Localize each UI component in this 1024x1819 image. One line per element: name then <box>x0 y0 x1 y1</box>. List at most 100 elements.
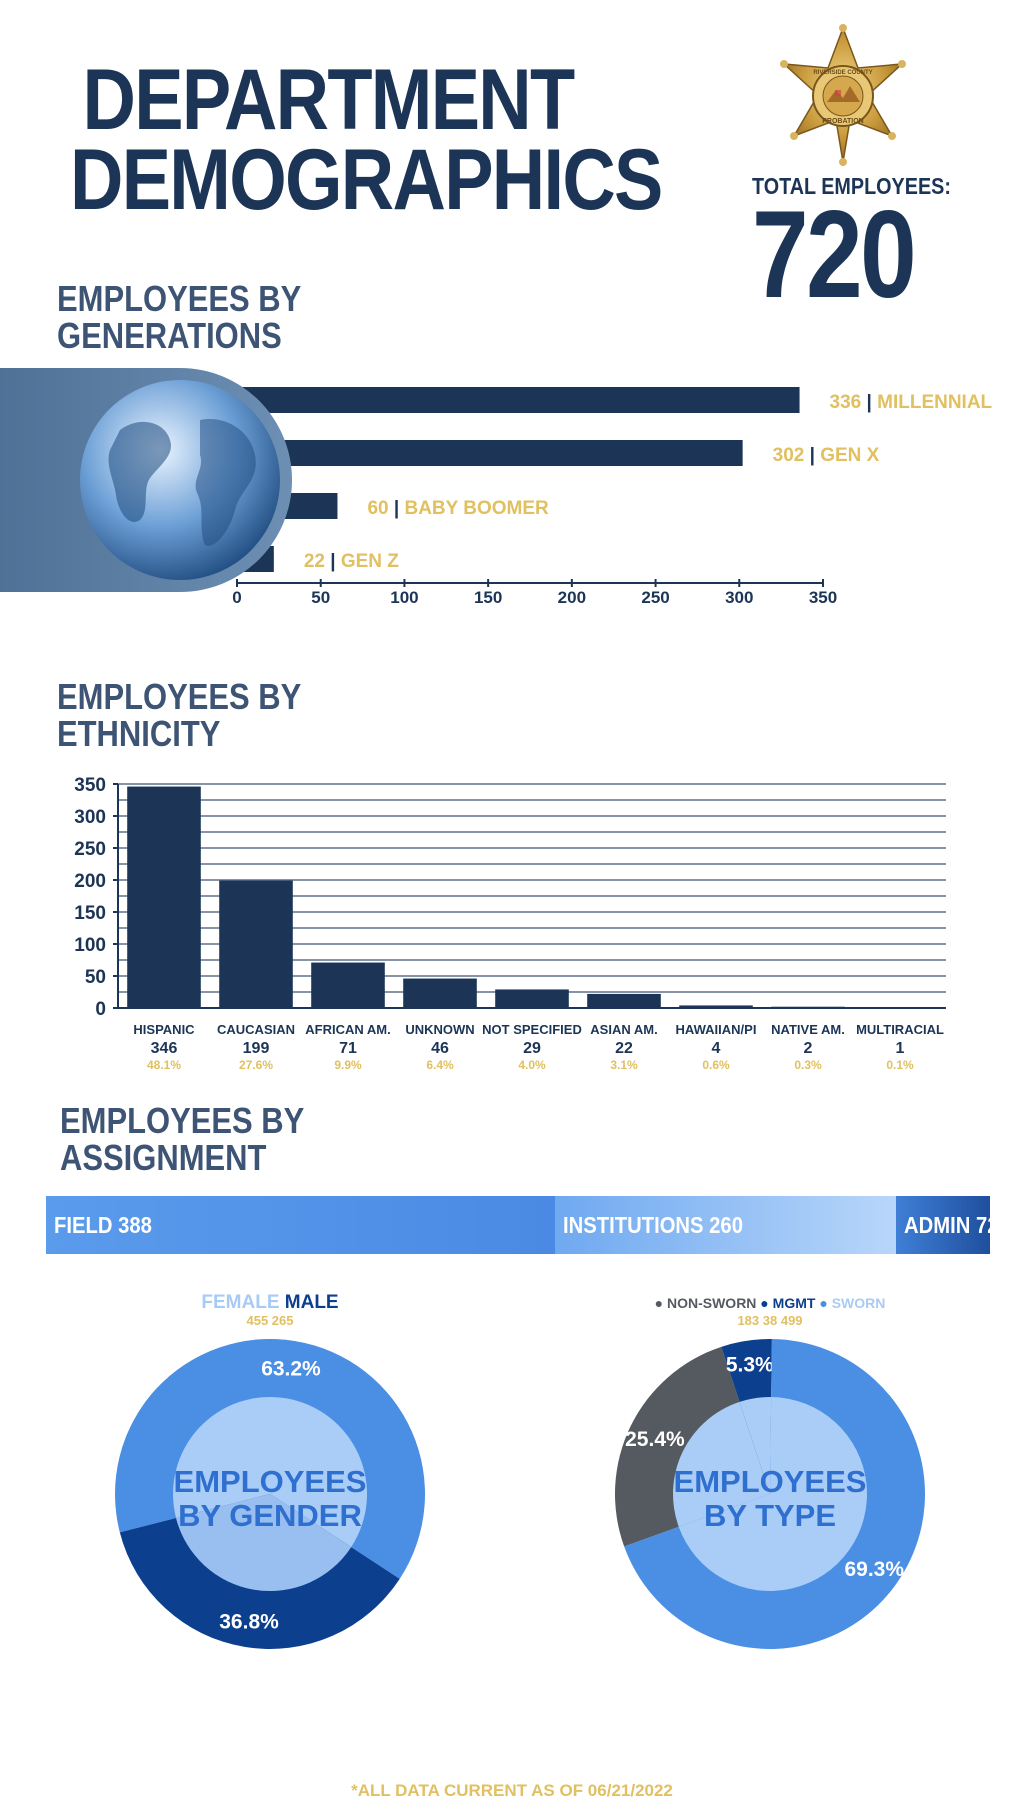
ethnicity-percent-label-7: 0.3% <box>794 1058 822 1072</box>
type-chart-center-line-2: BY TYPE <box>704 1498 836 1533</box>
sheriff-star-badge-icon: RIVERSIDE COUNTY PROBATION <box>780 24 906 166</box>
ethnicity-bar-4 <box>495 989 569 1008</box>
ethnicity-percent-label-8: 0.1% <box>886 1058 914 1072</box>
generation-bar-1 <box>237 440 743 466</box>
type-chart-center-line-1: EMPLOYEES <box>674 1464 867 1499</box>
generations-x-tick-label-4: 200 <box>558 588 586 607</box>
gender-chart-legend-values: 455 265 <box>246 1313 293 1328</box>
ethnicity-bar-8 <box>863 1007 937 1009</box>
total-employees-value: 720 <box>752 186 917 324</box>
generations-x-tick-label-7: 350 <box>809 588 837 607</box>
generation-label-2: 60 | BABY BOOMER <box>367 498 549 519</box>
ethnicity-percent-label-2: 9.9% <box>334 1058 362 1072</box>
ethnicity-category-label-7: NATIVE AM. <box>771 1022 845 1037</box>
ethnicity-category-label-6: HAWAIIAN/PI <box>676 1022 757 1037</box>
ethnicity-value-label-4: 29 <box>523 1040 541 1057</box>
gender-chart-center-line-1: EMPLOYEES <box>174 1464 367 1499</box>
ethnicity-y-tick-label-7: 350 <box>74 775 106 796</box>
ethnicity-category-label-1: CAUCASIAN <box>217 1022 295 1037</box>
generations-title-line-2: GENERATIONS <box>57 315 282 356</box>
ethnicity-value-label-6: 4 <box>712 1040 721 1057</box>
assignment-stacked-bar: FIELD 388 INSTITUTIONS 260 ADMIN 72 <box>46 1196 990 1254</box>
assignment-segment-label: FIELD 388 <box>54 1211 152 1238</box>
badge-text-top: RIVERSIDE COUNTY <box>813 70 872 76</box>
generations-x-tick-label-0: 0 <box>232 588 241 607</box>
type-chart-inner-slice-1 <box>739 1397 772 1494</box>
generation-label-1: 302 | GEN X <box>773 445 880 466</box>
ethnicity-category-label-5: ASIAN AM. <box>590 1022 657 1037</box>
generations-x-tick-label-2: 100 <box>390 588 418 607</box>
footnote: *ALL DATA CURRENT AS OF 06/21/2022 <box>351 1781 673 1800</box>
ethnicity-y-tick-label-1: 50 <box>85 967 106 988</box>
ethnicity-y-tick-label-0: 0 <box>95 999 106 1020</box>
type-chart-inner-slice-2 <box>678 1397 867 1591</box>
ethnicity-bar-6 <box>679 1005 753 1008</box>
assignment-title-line-2: ASSIGNMENT <box>60 1137 267 1178</box>
assignment-segment-field: FIELD 388 <box>46 1196 555 1254</box>
assignment-segment-admin: ADMIN 72 <box>895 1196 990 1254</box>
gender-chart-percent-label-0: 63.2% <box>261 1358 321 1381</box>
ethnicity-bar-1 <box>219 880 293 1008</box>
assignment-title-line-1: EMPLOYEES BY <box>60 1100 305 1141</box>
ethnicity-percent-label-6: 0.6% <box>702 1058 730 1072</box>
generations-bar-chart: 336 | MILLENNIAL 302 | GEN X 60 | BABY BOO… <box>0 368 993 607</box>
globe-continent-americas <box>108 421 171 522</box>
assignment-section-title: EMPLOYEES BY ASSIGNMENT <box>60 1102 304 1176</box>
ethnicity-bar-2 <box>311 962 385 1008</box>
generations-title-line-1: EMPLOYEES BY <box>57 278 302 319</box>
ethnicity-title-line-2: ETHNICITY <box>57 713 221 754</box>
ethnicity-y-tick-label-4: 200 <box>74 871 106 892</box>
type-chart-legend: ● NON-SWORN ● MGMT ● SWORN <box>655 1295 886 1311</box>
generations-x-tick-label-6: 300 <box>725 588 753 607</box>
badge-text-bottom: PROBATION <box>822 118 863 125</box>
assignment-segment-label: ADMIN 72 <box>903 1211 990 1238</box>
ethnicity-value-label-3: 46 <box>431 1040 449 1057</box>
ethnicity-percent-label-0: 48.1% <box>147 1058 181 1072</box>
generations-section-title: EMPLOYEES BY GENERATIONS <box>57 280 301 354</box>
type-chart-legend-values: 183 38 499 <box>737 1313 802 1328</box>
ethnicity-percent-label-4: 4.0% <box>518 1058 546 1072</box>
ethnicity-percent-label-5: 3.1% <box>610 1058 638 1072</box>
ethnicity-bar-3 <box>403 978 477 1008</box>
page-title: DEPARTMENT DEMOGRAPHICS <box>70 52 663 223</box>
ethnicity-y-tick-label-3: 150 <box>74 903 106 924</box>
ethnicity-percent-label-1: 27.6% <box>239 1058 273 1072</box>
ethnicity-value-label-5: 22 <box>615 1040 633 1057</box>
ethnicity-category-label-0: HISPANIC <box>133 1022 195 1037</box>
ethnicity-y-tick-label-6: 300 <box>74 807 106 828</box>
type-chart-inner-slice-0 <box>673 1401 770 1527</box>
ethnicity-value-label-7: 2 <box>804 1040 813 1057</box>
gender-chart-inner-slice-1 <box>176 1494 352 1591</box>
type-chart-percent-label-2: 69.3% <box>844 1558 904 1581</box>
gender-chart-center-line-2: BY GENDER <box>178 1498 362 1533</box>
ethnicity-percent-label-3: 6.4% <box>426 1058 454 1072</box>
gender-chart-percent-label-1: 36.8% <box>219 1610 279 1633</box>
ethnicity-category-label-3: UNKNOWN <box>405 1022 474 1037</box>
ethnicity-y-tick-label-5: 250 <box>74 839 106 860</box>
ethnicity-bar-0 <box>127 786 201 1008</box>
assignment-segment-institutions: INSTITUTIONS 260 <box>554 1196 896 1254</box>
type-chart-percent-label-1: 5.3% <box>726 1354 774 1377</box>
ethnicity-category-label-8: MULTIRACIAL <box>856 1022 944 1037</box>
ethnicity-value-label-8: 1 <box>896 1040 905 1057</box>
type-chart-percent-label-0: 25.4% <box>625 1428 685 1451</box>
ethnicity-value-label-2: 71 <box>339 1040 357 1057</box>
total-employees-label: TOTAL EMPLOYEES: <box>752 173 951 199</box>
generation-label-0: 336 | MILLENNIAL <box>830 392 993 413</box>
gender-chart-inner-slice-0 <box>173 1397 367 1548</box>
ethnicity-bar-5 <box>587 993 661 1008</box>
ethnicity-section-title: EMPLOYEES BY ETHNICITY <box>57 678 301 752</box>
ethnicity-bar-7 <box>771 1006 845 1008</box>
generations-x-tick-label-1: 50 <box>311 588 330 607</box>
generations-x-tick-label-5: 250 <box>641 588 669 607</box>
ethnicity-value-label-1: 199 <box>243 1040 270 1057</box>
globe-continent-africa <box>195 419 256 546</box>
ethnicity-title-line-1: EMPLOYEES BY <box>57 676 302 717</box>
assignment-segment-label: INSTITUTIONS 260 <box>562 1211 743 1238</box>
ethnicity-y-tick-label-2: 100 <box>74 935 106 956</box>
ethnicity-value-label-0: 346 <box>151 1040 178 1057</box>
title-line-1: DEPARTMENT <box>82 52 576 148</box>
generation-label-3: 22 | GEN Z <box>304 551 399 572</box>
